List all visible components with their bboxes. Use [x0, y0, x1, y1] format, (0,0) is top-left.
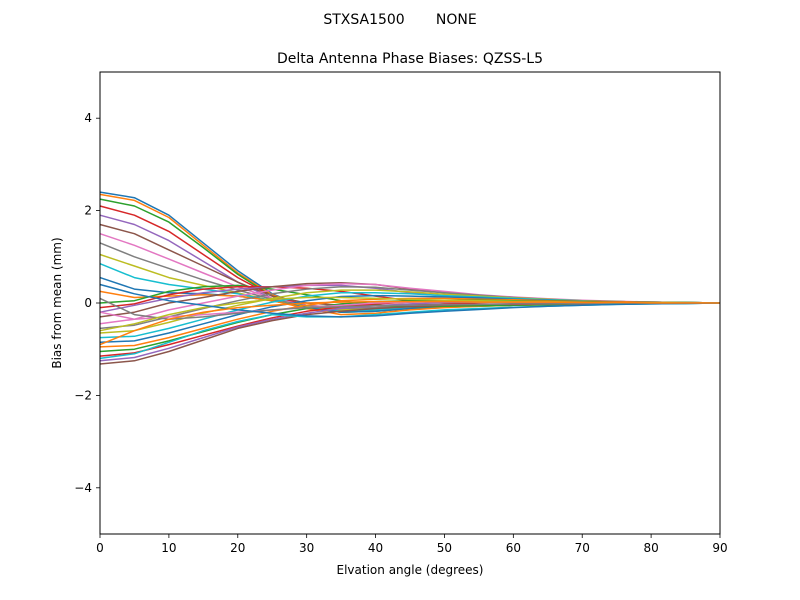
x-axis: 0 10 20 30 40 50 60 70 80 90 — [96, 534, 728, 555]
figure-suptitle: STXSA1500 NONE — [323, 12, 476, 28]
x-tick-label: 20 — [230, 541, 245, 555]
y-tick-label: 2 — [84, 204, 92, 218]
x-tick-label: 80 — [643, 541, 658, 555]
x-tick-label: 10 — [161, 541, 176, 555]
x-tick-label: 60 — [506, 541, 521, 555]
series-line — [99, 283, 721, 318]
x-tick-label: 90 — [712, 541, 727, 555]
y-tick-label: −4 — [74, 481, 92, 495]
series-line — [99, 297, 720, 320]
series-line — [99, 300, 720, 346]
y-tick-label: 4 — [84, 111, 92, 125]
y-axis-label: Bias from mean (mm) — [50, 237, 64, 368]
plot-area — [99, 191, 721, 365]
x-tick-label: 70 — [575, 541, 590, 555]
y-tick-label: −2 — [74, 388, 92, 402]
x-tick-label: 40 — [368, 541, 383, 555]
y-axis: −4 −2 0 2 4 — [74, 111, 100, 495]
chart-title: Delta Antenna Phase Biases: QZSS-L5 — [277, 51, 543, 67]
y-tick-label: 0 — [84, 296, 92, 310]
x-tick-label: 50 — [437, 541, 452, 555]
x-tick-label: 30 — [299, 541, 314, 555]
x-tick-label: 0 — [96, 541, 104, 555]
x-axis-label: Elvation angle (degrees) — [337, 563, 484, 577]
